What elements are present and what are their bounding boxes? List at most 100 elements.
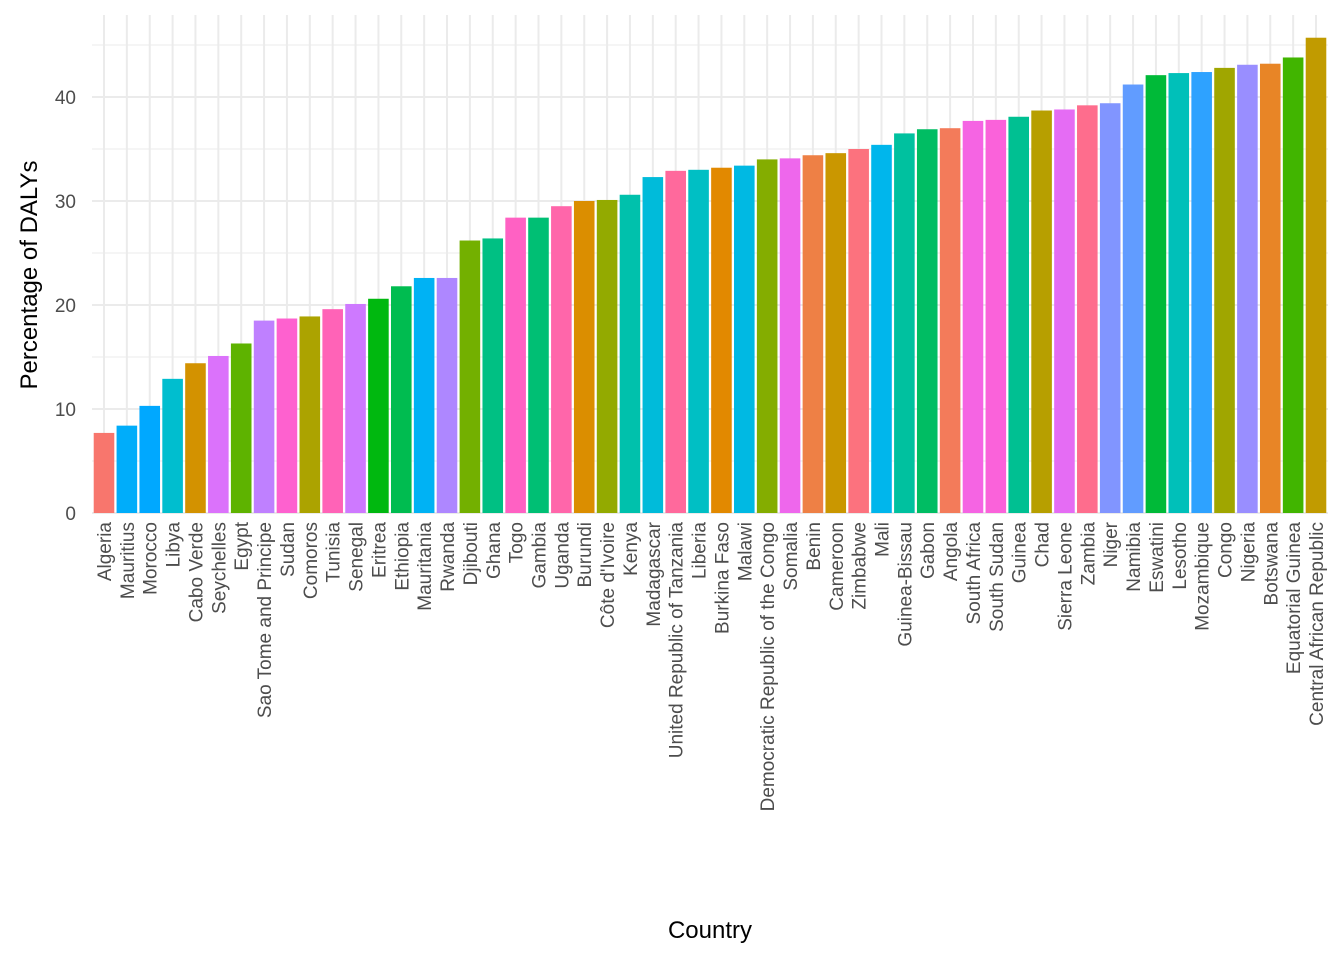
bar-mauritius bbox=[116, 425, 138, 513]
x-tick-label: Equatorial Guinea bbox=[1284, 522, 1305, 675]
x-tick-label: Morocco bbox=[141, 522, 162, 595]
bar-central-african-republic bbox=[1305, 37, 1327, 513]
x-tick-label: Liberia bbox=[690, 522, 711, 579]
x-tick-label: Central African Republic bbox=[1307, 522, 1328, 726]
x-tick-label: Burkina Faso bbox=[712, 522, 733, 634]
x-tick-label: Libya bbox=[164, 522, 185, 568]
bar-djibouti bbox=[459, 240, 481, 513]
x-tick-label: Cameroon bbox=[827, 522, 848, 611]
x-tick-label: Botswana bbox=[1261, 522, 1282, 606]
x-tick-label: Cabo Verde bbox=[186, 522, 207, 622]
x-tick-label: Democratic Republic of the Congo bbox=[758, 522, 779, 811]
bar-burkina-faso bbox=[711, 167, 732, 513]
y-tick-label: 20 bbox=[55, 296, 76, 317]
y-tick-label: 0 bbox=[65, 504, 76, 525]
x-tick-label: Angola bbox=[941, 522, 962, 582]
y-tick-label: 10 bbox=[55, 400, 76, 421]
bar-morocco bbox=[139, 405, 161, 513]
bar-egypt bbox=[230, 343, 252, 513]
bar-madagascar bbox=[642, 177, 664, 513]
x-tick-label: Ethiopia bbox=[392, 522, 413, 591]
x-tick-label: Kenya bbox=[621, 522, 642, 576]
y-axis-title: Percentage of DALYs bbox=[16, 160, 43, 389]
x-axis-title: Country bbox=[668, 917, 752, 944]
bar-united-republic-of-tanzania bbox=[665, 170, 686, 513]
x-tick-label: Sao Tome and Principe bbox=[255, 522, 276, 718]
bar-zambia bbox=[1077, 105, 1098, 513]
y-axis-ticks: 0 10 20 30 40 bbox=[55, 88, 76, 525]
x-tick-label: Guinea bbox=[1010, 522, 1031, 584]
bar-eswatini bbox=[1145, 75, 1167, 513]
bar-congo bbox=[1214, 67, 1235, 513]
bar-south-africa bbox=[962, 120, 984, 514]
x-axis-ticks: Algeria Mauritius Morocco Libya Cabo Verde Se… bbox=[95, 521, 1328, 811]
bar-democratic-republic-of-the-congo bbox=[756, 159, 778, 513]
bar-gambia bbox=[528, 217, 549, 513]
bar-benin bbox=[802, 155, 824, 514]
x-tick-label: Zimbabwe bbox=[850, 522, 871, 610]
x-tick-label: United Republic of Tanzania bbox=[667, 522, 688, 759]
bar-liberia bbox=[688, 169, 709, 514]
bar-mozambique bbox=[1191, 72, 1212, 513]
bar-cameroon bbox=[825, 153, 847, 513]
bar-namibia bbox=[1122, 84, 1144, 514]
bar-tunisia bbox=[322, 309, 343, 513]
bar-seychelles bbox=[208, 355, 229, 513]
x-tick-label: Mauritius bbox=[118, 522, 139, 599]
bar-sudan bbox=[276, 318, 298, 513]
bar-uganda bbox=[551, 206, 572, 513]
x-tick-label: Sudan bbox=[278, 522, 299, 577]
x-tick-label: Madagascar bbox=[644, 521, 665, 626]
bar-angola bbox=[939, 128, 961, 513]
bar-libya bbox=[162, 378, 183, 513]
bar-lesotho bbox=[1168, 73, 1190, 513]
x-tick-label: Comoros bbox=[301, 522, 322, 599]
x-tick-label: Côte d'Ivoire bbox=[598, 522, 619, 628]
bar-nigeria bbox=[1237, 64, 1258, 513]
x-tick-label: Mauritania bbox=[415, 522, 436, 611]
x-tick-label: Benin bbox=[804, 522, 825, 571]
bar-botswana bbox=[1259, 63, 1281, 513]
x-tick-label: Sierra Leone bbox=[1055, 522, 1076, 631]
x-tick-label: South Sudan bbox=[987, 522, 1008, 632]
x-tick-label: Egypt bbox=[232, 521, 253, 570]
x-tick-label: Somalia bbox=[781, 522, 802, 591]
bar-cabo-verde bbox=[185, 363, 206, 513]
bar-malawi bbox=[734, 165, 755, 513]
x-tick-label: Togo bbox=[507, 522, 528, 563]
bar-mali bbox=[871, 144, 892, 513]
bar-kenya bbox=[619, 194, 641, 513]
x-tick-label: Malawi bbox=[735, 522, 756, 581]
bar-senegal bbox=[345, 303, 366, 513]
bar-eritrea bbox=[368, 298, 389, 513]
bar-somalia bbox=[779, 158, 801, 514]
x-tick-label: Senegal bbox=[347, 522, 368, 592]
bar-sierra-leone bbox=[1054, 109, 1075, 513]
y-tick-label: 30 bbox=[55, 192, 76, 213]
x-tick-label: Eritrea bbox=[369, 522, 390, 578]
bar-c-te-d-ivoire bbox=[596, 199, 618, 513]
bar-guinea bbox=[1008, 116, 1030, 513]
x-tick-label: Ghana bbox=[484, 522, 505, 579]
x-tick-label: Zambia bbox=[1078, 522, 1099, 586]
x-tick-label: Algeria bbox=[95, 522, 116, 582]
x-tick-label: Eswatini bbox=[1147, 522, 1168, 593]
bar-ethiopia bbox=[390, 286, 412, 513]
x-tick-label: South Africa bbox=[964, 522, 985, 625]
bar-south-sudan bbox=[985, 119, 1007, 513]
y-tick-label: 40 bbox=[55, 88, 76, 109]
bar-niger bbox=[1099, 103, 1121, 514]
bar-mauritania bbox=[413, 277, 435, 513]
x-tick-label: Guinea-Bissau bbox=[895, 522, 916, 647]
x-tick-label: Mozambique bbox=[1193, 522, 1214, 631]
bar-equatorial-guinea bbox=[1282, 57, 1304, 513]
bar-comoros bbox=[299, 316, 321, 513]
bar-rwanda bbox=[436, 277, 458, 513]
x-tick-label: Uganda bbox=[552, 522, 573, 589]
bar-algeria bbox=[93, 432, 115, 513]
x-tick-label: Tunisia bbox=[324, 522, 345, 583]
bar-zimbabwe bbox=[848, 149, 869, 513]
x-tick-label: Djibouti bbox=[461, 522, 482, 585]
bar-sao-tome-and-principe bbox=[253, 320, 275, 513]
